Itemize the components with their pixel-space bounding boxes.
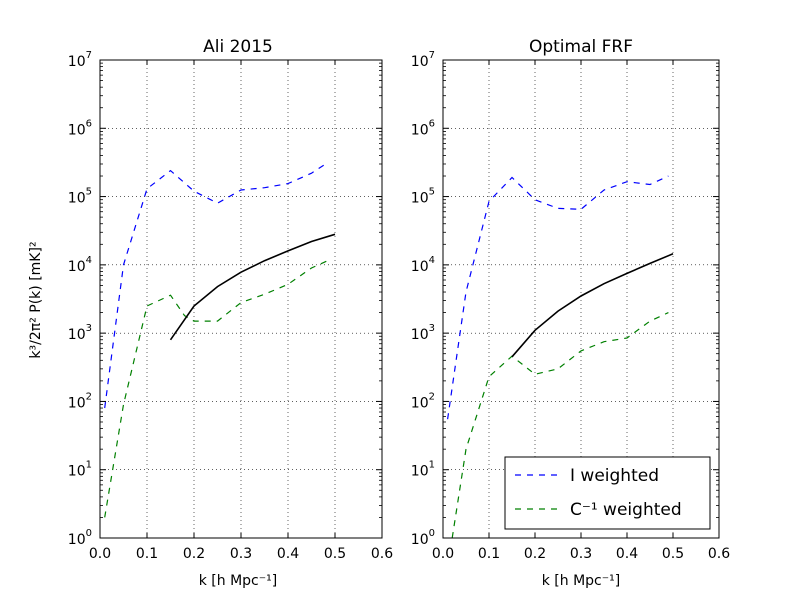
x-tick-label: 0.0 [89,546,111,562]
y-tick-label: 107 [411,50,435,70]
x-tick-label: 0.1 [478,546,500,562]
legend-label-i-weighted: I weighted [570,466,659,486]
legend-label-c-inv-weighted: C⁻¹ weighted [570,500,682,520]
x-tick-label: 0.3 [230,546,252,562]
ticks [99,59,383,539]
legend: I weighted C⁻¹ weighted [504,456,711,530]
y-tick-label: 106 [411,118,435,138]
y-tick-label: 104 [68,255,92,275]
x-tick-label: 0.5 [662,546,684,562]
y-tick-label: 106 [68,118,92,138]
y-tick-labels: 100 101 102 103 104 105 106 107 [68,50,92,548]
x-axis-label: k [h Mpc⁻¹] [199,573,277,589]
y-axis-label: k³/2π² P(k) [mK]² [28,241,44,358]
y-tick-label: 101 [68,460,92,480]
y-tick-label: 102 [411,391,435,411]
y-tick-label: 105 [411,187,435,207]
x-tick-label: 0.6 [708,546,730,562]
x-tick-label: 0.4 [277,546,299,562]
series-line-c-weighted [104,258,331,518]
series-line-model [511,253,674,358]
x-tick-label: 0.0 [432,546,454,562]
legend-box [504,456,711,530]
series-line-i-weighted [104,163,326,409]
panel-ali-2015: Ali 2015 0.0 0.1 0.2 0.3 0.4 0.5 0.6 100 101 102… [28,37,393,589]
y-tick-label: 100 [411,528,435,548]
x-axis-label: k [h Mpc⁻¹] [542,573,620,589]
y-tick-label: 102 [68,391,92,411]
chart-title: Ali 2015 [203,37,273,57]
chart-title: Optimal FRF [529,37,633,57]
y-tick-label: 104 [411,255,435,275]
x-tick-label: 0.3 [570,546,592,562]
series-line-model [169,233,336,341]
series-group [447,175,674,539]
y-tick-label: 100 [68,528,92,548]
series-line-c-weighted [451,312,669,539]
x-tick-labels: 0.0 0.1 0.2 0.3 0.4 0.5 0.6 [89,546,393,562]
ticks [442,59,720,539]
y-tick-label: 105 [68,187,92,207]
y-tick-label: 107 [68,50,92,70]
y-tick-label: 103 [411,323,435,343]
y-tick-label: 103 [68,323,92,343]
y-tick-labels: 100 101 102 103 104 105 106 107 [411,50,435,548]
x-tick-labels: 0.0 0.1 0.2 0.3 0.4 0.5 0.6 [432,546,730,562]
x-tick-label: 0.2 [524,546,546,562]
x-tick-label: 0.2 [183,546,205,562]
x-tick-label: 0.6 [371,546,393,562]
series-group [104,163,336,518]
series-line-i-weighted [447,175,669,420]
y-tick-label: 101 [411,460,435,480]
x-tick-label: 0.4 [616,546,638,562]
x-tick-label: 0.5 [324,546,346,562]
x-tick-label: 0.1 [136,546,158,562]
panel-optimal-frf: Optimal FRF 0.0 0.1 0.2 0.3 0.4 0.5 0.6 100 101… [411,37,730,589]
